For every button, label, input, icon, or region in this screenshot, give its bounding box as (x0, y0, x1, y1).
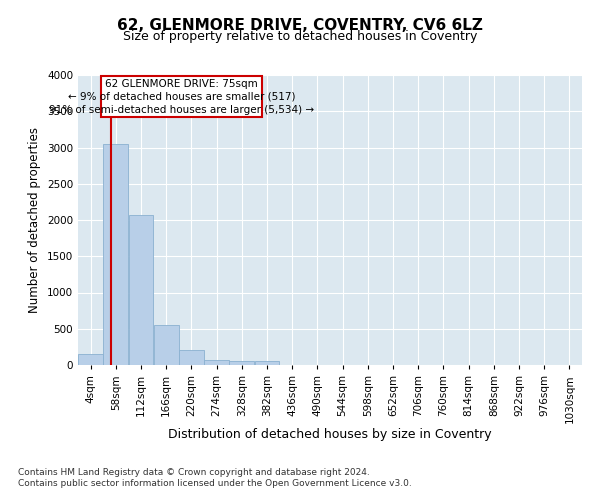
Bar (229, 360, 254, 365)
Text: Contains HM Land Registry data © Crown copyright and database right 2024.: Contains HM Land Registry data © Crown c… (18, 468, 370, 477)
Bar (179, 350, 204, 365)
Bar (78, 354, 103, 365)
Text: Size of property relative to detached houses in Coventry: Size of property relative to detached ho… (123, 30, 477, 43)
Bar (254, 362, 280, 365)
Text: 62 GLENMORE DRIVE: 75sqm: 62 GLENMORE DRIVE: 75sqm (105, 78, 257, 88)
Text: 91% of semi-detached houses are larger (5,534) →: 91% of semi-detached houses are larger (… (49, 105, 314, 115)
Bar (154, 325, 179, 365)
Text: Contains public sector information licensed under the Open Government Licence v3: Contains public sector information licen… (18, 479, 412, 488)
Bar (204, 360, 229, 365)
FancyBboxPatch shape (101, 76, 262, 117)
Bar (103, 144, 128, 365)
X-axis label: Distribution of detached houses by size in Coventry: Distribution of detached houses by size … (168, 428, 492, 441)
Y-axis label: Number of detached properties: Number of detached properties (28, 127, 41, 313)
Text: 62, GLENMORE DRIVE, COVENTRY, CV6 6LZ: 62, GLENMORE DRIVE, COVENTRY, CV6 6LZ (117, 18, 483, 32)
Text: ← 9% of detached houses are smaller (517): ← 9% of detached houses are smaller (517… (68, 92, 295, 102)
Bar (128, 215, 154, 365)
